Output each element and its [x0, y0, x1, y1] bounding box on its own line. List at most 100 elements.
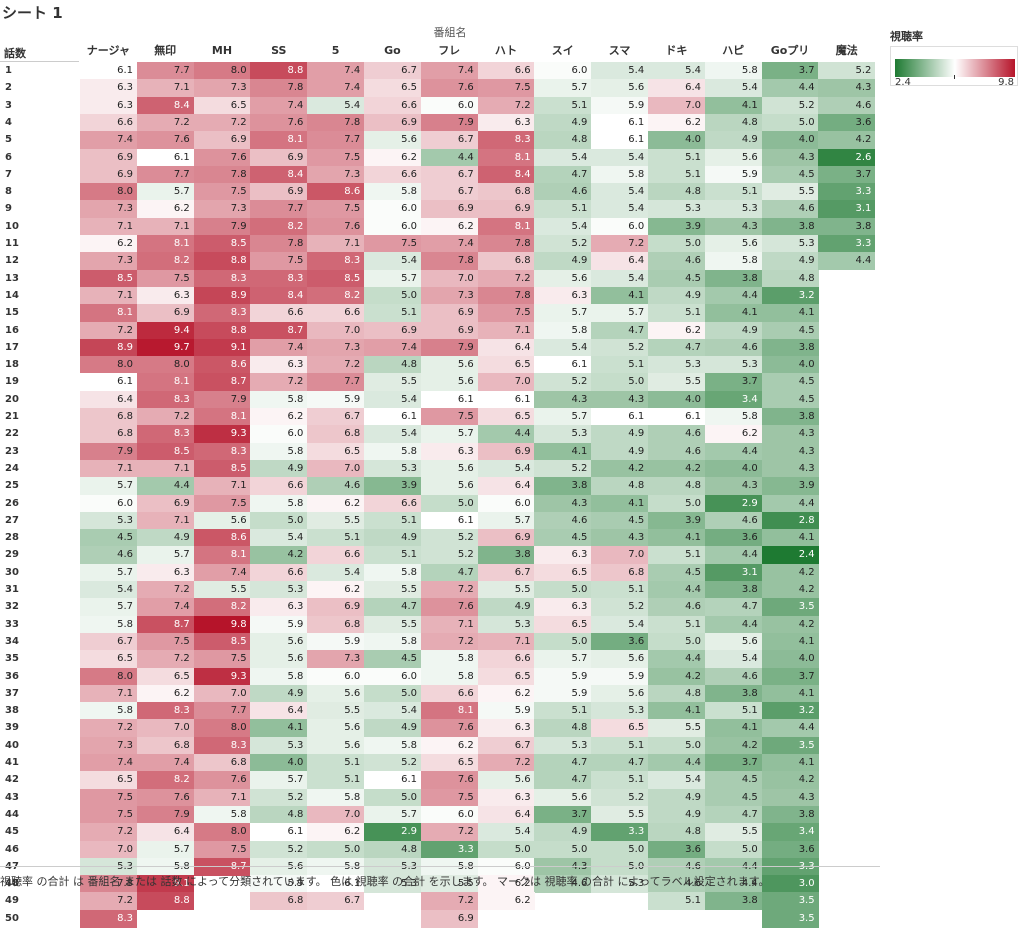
heatmap-cell: 5.9: [307, 632, 365, 651]
heatmap-cell: 8.3: [193, 304, 251, 323]
heatmap-cell: 4.9: [534, 113, 592, 132]
row-label: 12: [5, 255, 19, 267]
header-divider: [0, 61, 79, 62]
heatmap-cell: 5.1: [591, 356, 649, 375]
row-label: 17: [5, 341, 19, 353]
heatmap-cell: 5.1: [648, 165, 705, 184]
heatmap-cell: 4.9: [591, 442, 649, 461]
heatmap-cell: 5.2: [534, 459, 592, 478]
heatmap-cell: 8.2: [193, 598, 251, 617]
heatmap-cell: 8.0: [136, 356, 194, 375]
heatmap-cell: 7.5: [193, 840, 251, 859]
heatmap-cell: 5.1: [648, 148, 705, 167]
heatmap-cell: 4.8: [591, 477, 649, 496]
heatmap-cell: 6.9: [477, 529, 535, 548]
heatmap-cell: 8.3: [193, 442, 251, 461]
heatmap-cell: 8.6: [193, 529, 251, 548]
heatmap-cell: 5.0: [591, 373, 649, 392]
heatmap-cell: 4.6: [704, 338, 762, 357]
heatmap-cell: 6.2: [704, 425, 762, 444]
heatmap-cell: 8.1: [80, 304, 137, 323]
heatmap-cell: 4.6: [648, 598, 705, 617]
heatmap-cell: 5.1: [534, 96, 592, 115]
heatmap-cell: 6.7: [80, 632, 137, 651]
heatmap-cell: 6.9: [364, 321, 421, 340]
heatmap-cell: 5.8: [704, 408, 762, 426]
heatmap-cell: 8.5: [136, 442, 194, 461]
heatmap-cell: 4.3: [761, 425, 819, 444]
heatmap-cell: 9.8: [193, 615, 251, 634]
heatmap-cell: 5.0: [648, 736, 705, 755]
heatmap-cell: 7.7: [136, 165, 194, 184]
heatmap-cell: 5.0: [648, 235, 705, 253]
row-label: 29: [5, 549, 19, 561]
heatmap-cell: 6.5: [420, 754, 478, 772]
row-label: 35: [5, 653, 19, 665]
heatmap-cell: 4.6: [648, 252, 705, 271]
heatmap-cell: 7.5: [477, 304, 535, 323]
heatmap-cell: 4.3: [761, 442, 819, 461]
heatmap-cell: 5.4: [534, 217, 592, 236]
heatmap-cell: 7.3: [307, 338, 365, 357]
heatmap-cell: 8.1: [420, 702, 478, 721]
heatmap-cell: 8.0: [193, 719, 251, 738]
heatmap-cell: 6.8: [477, 252, 535, 271]
heatmap-cell: 7.5: [250, 252, 308, 271]
heatmap-cell: 5.3: [364, 459, 421, 478]
heatmap-cell: 7.7: [193, 702, 251, 721]
column-header: スイ: [551, 44, 574, 57]
heatmap-cell: 4.9: [364, 719, 421, 738]
heatmap-cell: 5.6: [193, 511, 251, 530]
heatmap-cell: 7.2: [591, 235, 649, 253]
row-label: 5: [5, 134, 12, 146]
heatmap-cell: 2.9: [364, 823, 421, 842]
row-label: 43: [5, 791, 19, 803]
heatmap-cell: 4.7: [534, 771, 592, 790]
heatmap-cell: 6.2: [477, 892, 535, 911]
heatmap-cell: 8.1: [477, 217, 535, 236]
heatmap-cell: 6.3: [80, 96, 137, 115]
heatmap-cell: 5.4: [648, 771, 705, 790]
heatmap-cell: 7.9: [193, 217, 251, 236]
heatmap-cell: 7.1: [80, 684, 137, 703]
heatmap-cell: 4.8: [534, 719, 592, 738]
heatmap-cell: 6.1: [80, 373, 137, 392]
heatmap-cell: 6.1: [534, 356, 592, 375]
row-label: 50: [5, 912, 19, 924]
heatmap-cell: 3.7: [818, 165, 876, 184]
heatmap-cell: 5.7: [80, 477, 137, 496]
row-label: 34: [5, 635, 19, 647]
heatmap-cell: 5.0: [477, 840, 535, 859]
heatmap-cell: 8.3: [136, 425, 194, 444]
heatmap-cell: 6.9: [80, 165, 137, 184]
row-label: 16: [5, 324, 19, 336]
heatmap-cell: 8.2: [136, 771, 194, 790]
heatmap-cell: 5.7: [534, 408, 592, 426]
heatmap-cell: 5.6: [477, 771, 535, 790]
heatmap-cell: 5.8: [80, 615, 137, 634]
heatmap-cell: 5.4: [307, 96, 365, 115]
heatmap-cell: 5.0: [364, 788, 421, 807]
heatmap-cell: 5.0: [534, 581, 592, 599]
heatmap-cell: 6.3: [250, 598, 308, 617]
heatmap-cell: 7.5: [420, 408, 478, 426]
heatmap-cell: 6.2: [307, 494, 365, 513]
heatmap-cell: 7.3: [80, 736, 137, 755]
heatmap-cell: 5.7: [534, 79, 592, 98]
row-label: 42: [5, 774, 19, 786]
heatmap-cell: 5.4: [364, 702, 421, 721]
heatmap-cell: 5.1: [591, 736, 649, 755]
heatmap-cell: 4.1: [704, 719, 762, 738]
heatmap-cell: 7.3: [307, 165, 365, 184]
heatmap-cell: 8.3: [136, 702, 194, 721]
heatmap-cell: 8.5: [193, 459, 251, 478]
heatmap-cell: 4.4: [761, 494, 819, 513]
heatmap-cell: 7.2: [420, 632, 478, 651]
legend-box: 2.4 9.8: [890, 46, 1018, 88]
heatmap-cell: 8.0: [193, 823, 251, 842]
heatmap-cell: 7.8: [250, 79, 308, 98]
row-label: 36: [5, 670, 19, 682]
heatmap-cell: 6.4: [80, 390, 137, 409]
heatmap-cell: 4.1: [761, 304, 819, 323]
heatmap-cell: 5.0: [704, 840, 762, 859]
